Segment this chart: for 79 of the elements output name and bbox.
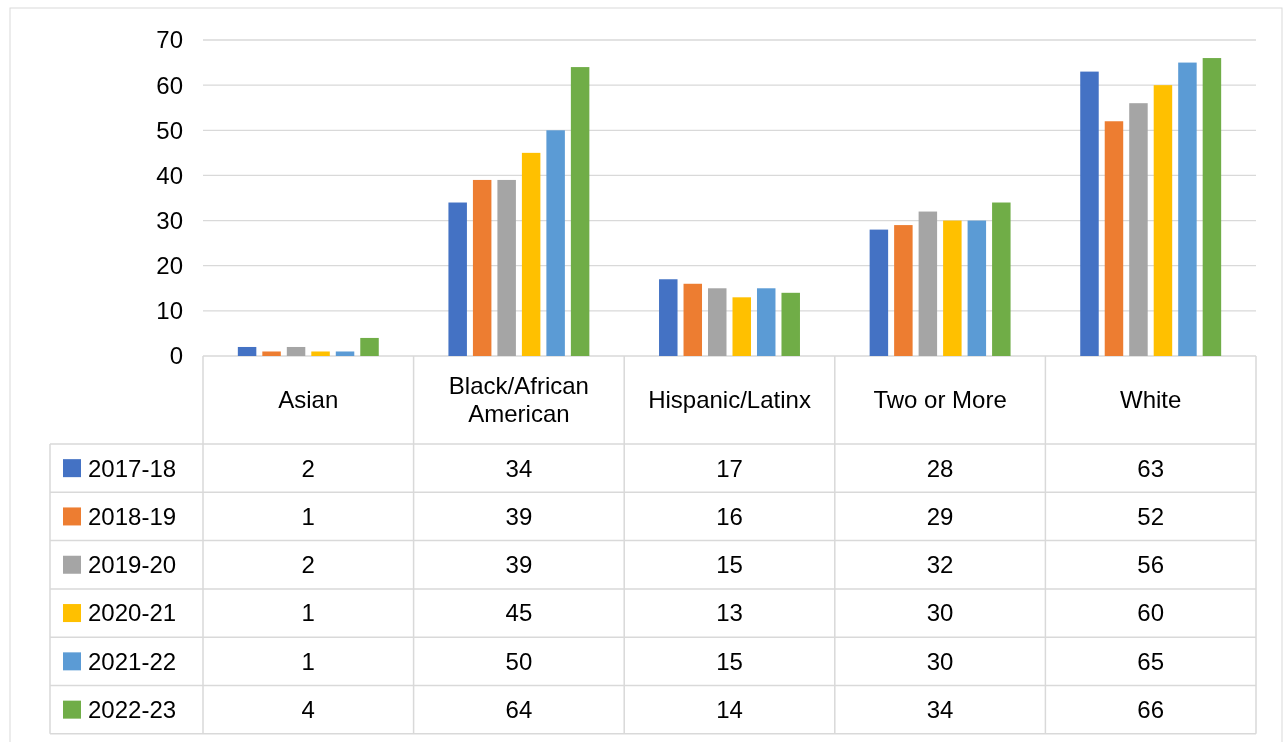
bar — [659, 279, 678, 356]
data-label: 28 — [926, 454, 954, 482]
y-tick-label: 70 — [156, 26, 183, 54]
bar — [708, 288, 727, 356]
data-label: 4 — [301, 696, 315, 724]
bar — [683, 283, 703, 356]
data-label: 2 — [301, 454, 315, 482]
data-label: 39 — [505, 502, 533, 530]
bar — [1129, 103, 1148, 356]
bar — [262, 351, 281, 356]
legend-label: 2022-23 — [88, 696, 177, 724]
y-tick-label: 20 — [156, 252, 183, 280]
bar — [570, 67, 590, 356]
data-label: 29 — [926, 502, 954, 530]
data-label: 2 — [301, 551, 315, 579]
data-label: 56 — [1137, 551, 1165, 579]
data-label: 66 — [1137, 696, 1165, 724]
data-label: 15 — [716, 551, 743, 579]
bar — [546, 130, 565, 356]
data-label: 14 — [716, 696, 743, 724]
data-label: 30 — [926, 647, 954, 675]
bar — [1202, 58, 1222, 356]
data-label: 64 — [505, 696, 533, 724]
bar — [732, 297, 751, 356]
bar — [781, 292, 800, 356]
x-tick-label: Asian — [278, 386, 339, 414]
y-tick-label: 50 — [156, 116, 183, 144]
bar — [448, 202, 467, 356]
bar — [992, 202, 1011, 356]
data-label: 1 — [301, 647, 315, 675]
y-tick-label: 30 — [156, 206, 183, 234]
bar — [521, 152, 541, 356]
legend-label: 2021-22 — [88, 647, 177, 675]
bar — [1153, 85, 1173, 356]
data-label: 34 — [926, 696, 954, 724]
x-tick-label: Two or More — [873, 386, 1007, 414]
bar — [1104, 121, 1124, 356]
data-label: 1 — [301, 599, 315, 627]
bar — [237, 346, 257, 356]
data-label: 45 — [505, 599, 533, 627]
data-label: 52 — [1137, 502, 1165, 530]
bar — [360, 337, 379, 356]
data-label: 1 — [301, 502, 315, 530]
bar — [286, 346, 306, 356]
bar — [967, 220, 987, 356]
data-label: 39 — [505, 551, 533, 579]
bar — [869, 229, 889, 356]
bar — [756, 288, 776, 356]
bar — [1080, 71, 1099, 356]
bar — [894, 225, 913, 356]
data-label: 65 — [1137, 647, 1165, 675]
legend-label: 2020-21 — [88, 599, 177, 627]
bar — [311, 351, 330, 356]
bar — [472, 179, 492, 356]
legend-label: 2019-20 — [88, 551, 177, 579]
data-label: 50 — [505, 647, 533, 675]
x-tick-label: Hispanic/Latinx — [648, 386, 811, 414]
bar — [1178, 62, 1197, 356]
data-label: 30 — [926, 599, 954, 627]
data-label: 16 — [716, 502, 743, 530]
bar — [943, 220, 962, 356]
data-label: 60 — [1137, 599, 1165, 627]
y-tick-label: 10 — [156, 297, 183, 325]
bar — [918, 211, 938, 356]
data-label: 15 — [716, 647, 743, 675]
bar — [335, 351, 355, 356]
bar — [497, 179, 516, 356]
x-tick-label: White — [1120, 386, 1182, 414]
y-tick-label: 0 — [169, 342, 183, 370]
data-label: 63 — [1137, 454, 1165, 482]
data-label: 32 — [926, 551, 954, 579]
x-tick-label: Black/African American — [448, 372, 589, 428]
data-label: 17 — [716, 454, 743, 482]
legend-label: 2018-19 — [88, 502, 177, 530]
y-tick-label: 60 — [156, 71, 183, 99]
data-label: 13 — [716, 599, 743, 627]
legend-label: 2017-18 — [88, 454, 177, 482]
y-tick-label: 40 — [156, 161, 183, 189]
data-label: 34 — [505, 454, 533, 482]
